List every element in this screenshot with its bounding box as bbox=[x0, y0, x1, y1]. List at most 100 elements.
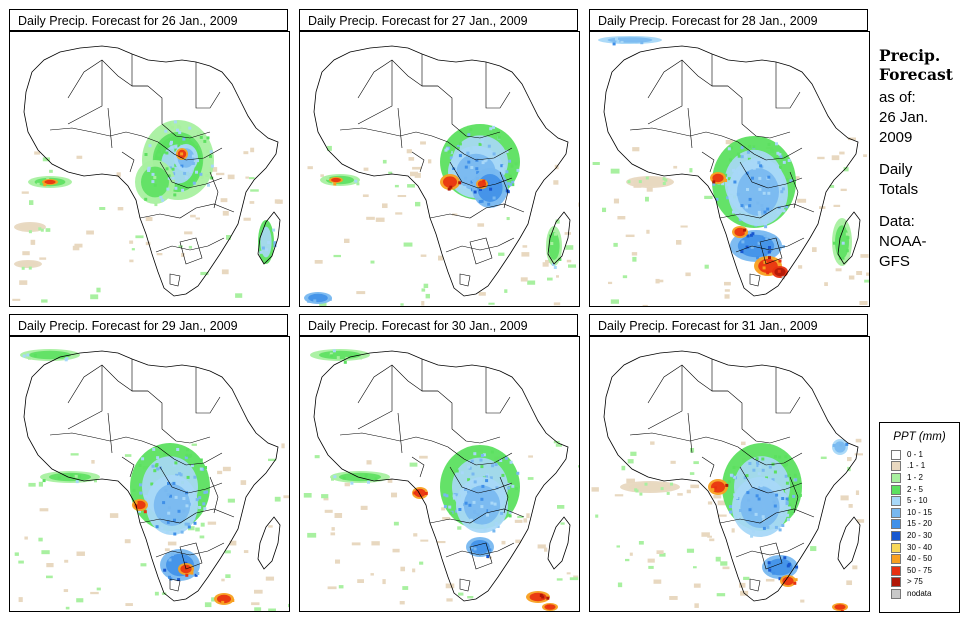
precip-cell bbox=[490, 450, 494, 454]
precip-cell bbox=[476, 513, 480, 516]
precip-speckle bbox=[357, 579, 364, 584]
precip-cell bbox=[662, 182, 666, 185]
precip-speckle bbox=[222, 210, 229, 216]
precip-cell bbox=[458, 154, 462, 158]
country-border bbox=[687, 107, 693, 149]
precip-cell bbox=[660, 487, 664, 491]
precip-cell bbox=[761, 468, 765, 472]
precip-speckle bbox=[423, 283, 429, 289]
precip-speckle bbox=[486, 556, 492, 559]
precip-speckle bbox=[91, 460, 95, 464]
precip-cell bbox=[748, 508, 752, 512]
precip-speckle bbox=[388, 171, 393, 174]
africa-precip-map bbox=[589, 336, 870, 612]
country-border bbox=[139, 203, 235, 219]
precip-speckle bbox=[65, 606, 70, 610]
precip-cell bbox=[507, 182, 511, 186]
precip-speckle bbox=[335, 559, 341, 564]
legend-swatch bbox=[891, 472, 901, 483]
precip-speckle bbox=[243, 151, 249, 155]
precip-field bbox=[592, 36, 869, 306]
precip-cell bbox=[670, 482, 673, 486]
madagascar-outline bbox=[547, 211, 571, 265]
precip-speckle bbox=[724, 281, 731, 286]
precip-speckle bbox=[800, 599, 805, 603]
precip-cell bbox=[170, 189, 174, 193]
precip-cell bbox=[328, 297, 332, 301]
precip-cell bbox=[547, 604, 550, 608]
precip-speckle bbox=[614, 494, 624, 497]
precip-cell bbox=[785, 177, 789, 181]
precip-cell bbox=[492, 152, 496, 156]
precip-speckle bbox=[617, 582, 623, 588]
precip-cell bbox=[46, 176, 50, 180]
precip-cell bbox=[463, 186, 467, 190]
precip-cell bbox=[486, 473, 489, 477]
precip-cell bbox=[489, 476, 493, 480]
precip-speckle bbox=[283, 495, 289, 499]
precip-cell bbox=[139, 483, 142, 487]
precip-speckle bbox=[274, 496, 281, 502]
precip-speckle bbox=[685, 272, 691, 277]
precip-speckle bbox=[131, 248, 135, 251]
precip-cell bbox=[501, 517, 505, 521]
totals-label: Totals bbox=[879, 181, 919, 198]
precip-speckle bbox=[564, 232, 571, 235]
precip-cell bbox=[615, 37, 618, 41]
precip-speckle bbox=[452, 213, 458, 216]
precip-speckle bbox=[45, 228, 51, 232]
precip-cell bbox=[736, 152, 740, 156]
precip-cell bbox=[766, 271, 770, 275]
precip-speckle bbox=[689, 168, 693, 173]
precip-cell bbox=[645, 176, 649, 180]
precip-cell bbox=[180, 152, 184, 156]
precip-cell bbox=[729, 473, 733, 477]
precip-cell bbox=[748, 204, 752, 208]
precip-cell bbox=[172, 481, 176, 485]
precip-cell bbox=[272, 228, 276, 232]
precip-core bbox=[331, 177, 341, 183]
precip-cell bbox=[483, 528, 487, 532]
legend-swatch bbox=[891, 461, 901, 472]
precip-speckle bbox=[421, 301, 425, 306]
precip-cell bbox=[336, 356, 340, 360]
precip-cell bbox=[752, 145, 756, 149]
precip-cell bbox=[758, 465, 762, 469]
country-border bbox=[701, 456, 715, 478]
precip-core bbox=[463, 485, 501, 525]
country-border bbox=[169, 578, 181, 592]
country-border bbox=[711, 54, 791, 139]
precip-cell bbox=[473, 452, 477, 456]
precip-speckle bbox=[852, 565, 858, 570]
precip-speckle bbox=[251, 602, 260, 606]
precip-cell bbox=[778, 577, 782, 581]
precip-cell bbox=[467, 465, 471, 469]
precip-speckle bbox=[334, 513, 343, 518]
country-border bbox=[411, 456, 425, 478]
precip-cell bbox=[737, 154, 741, 158]
data-source-1: NOAA- bbox=[879, 233, 927, 250]
precip-speckle bbox=[631, 252, 638, 256]
precip-cell bbox=[772, 500, 776, 504]
precip-cell bbox=[845, 442, 849, 446]
precip-speckle bbox=[268, 525, 273, 528]
precip-speckle bbox=[125, 603, 133, 607]
country-border bbox=[155, 542, 225, 558]
precip-cell bbox=[740, 204, 744, 208]
precip-speckle bbox=[689, 472, 695, 475]
precip-cell bbox=[178, 131, 182, 135]
precip-cell bbox=[729, 510, 733, 514]
precip-cell bbox=[788, 503, 792, 507]
panel-title: Daily Precip. Forecast for 28 Jan., 2009 bbox=[589, 9, 868, 31]
legend-label: 30 - 40 bbox=[907, 542, 932, 552]
precip-cell bbox=[766, 207, 770, 211]
precip-cell bbox=[833, 241, 836, 245]
precip-cell bbox=[784, 455, 788, 459]
legend-item: 30 - 40 bbox=[880, 542, 959, 554]
country-border bbox=[179, 542, 203, 570]
precip-cell bbox=[715, 197, 719, 201]
data-label: Data: bbox=[879, 213, 915, 230]
precip-speckle bbox=[555, 443, 563, 447]
precip-cell bbox=[724, 173, 728, 177]
precip-cell bbox=[754, 160, 757, 164]
